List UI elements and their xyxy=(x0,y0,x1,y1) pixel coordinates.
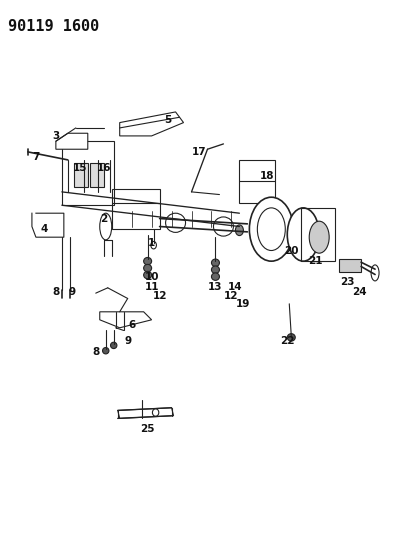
Text: 8: 8 xyxy=(52,287,59,297)
Text: 12: 12 xyxy=(224,292,239,301)
Text: 14: 14 xyxy=(228,282,243,292)
Bar xyxy=(339,259,361,272)
Ellipse shape xyxy=(371,265,379,281)
Text: 13: 13 xyxy=(208,282,223,292)
Text: 11: 11 xyxy=(144,282,159,292)
Text: 17: 17 xyxy=(192,147,207,157)
Text: 22: 22 xyxy=(280,336,294,346)
Text: 12: 12 xyxy=(152,292,167,301)
Ellipse shape xyxy=(249,197,293,261)
Text: 9: 9 xyxy=(68,287,75,297)
Text: 1: 1 xyxy=(148,238,155,247)
Text: 5: 5 xyxy=(164,115,171,125)
Ellipse shape xyxy=(257,208,285,251)
Text: 10: 10 xyxy=(144,272,159,282)
Ellipse shape xyxy=(144,271,152,279)
Ellipse shape xyxy=(166,213,186,232)
Ellipse shape xyxy=(287,208,319,261)
Text: 16: 16 xyxy=(97,163,111,173)
Ellipse shape xyxy=(100,213,112,240)
Ellipse shape xyxy=(213,217,233,236)
Polygon shape xyxy=(120,112,184,136)
Text: 21: 21 xyxy=(308,256,322,266)
Text: 90119 1600: 90119 1600 xyxy=(8,19,99,34)
Text: 4: 4 xyxy=(40,224,47,234)
Text: 7: 7 xyxy=(32,152,40,162)
Ellipse shape xyxy=(287,334,295,341)
Text: 6: 6 xyxy=(128,320,135,330)
Text: 3: 3 xyxy=(52,131,59,141)
Ellipse shape xyxy=(211,259,219,266)
Text: 2: 2 xyxy=(100,214,107,223)
Ellipse shape xyxy=(211,266,219,273)
Polygon shape xyxy=(100,312,152,328)
Text: 8: 8 xyxy=(92,347,99,357)
Text: 9: 9 xyxy=(124,336,131,346)
Bar xyxy=(74,163,88,187)
Text: 24: 24 xyxy=(352,287,366,297)
Ellipse shape xyxy=(152,409,159,416)
Ellipse shape xyxy=(103,348,109,354)
Bar xyxy=(239,160,275,203)
Ellipse shape xyxy=(235,225,243,236)
Bar xyxy=(112,189,160,229)
Text: 23: 23 xyxy=(340,278,354,287)
Ellipse shape xyxy=(309,221,329,253)
Bar xyxy=(62,141,114,205)
Bar xyxy=(301,208,335,261)
Text: 19: 19 xyxy=(236,299,251,309)
Ellipse shape xyxy=(151,241,156,249)
Ellipse shape xyxy=(144,264,152,272)
Text: 18: 18 xyxy=(260,171,275,181)
Text: 25: 25 xyxy=(140,424,155,434)
Polygon shape xyxy=(56,133,88,149)
Ellipse shape xyxy=(144,257,152,265)
Ellipse shape xyxy=(211,273,219,280)
Polygon shape xyxy=(118,408,174,418)
Text: 15: 15 xyxy=(73,163,87,173)
Bar xyxy=(90,163,104,187)
Ellipse shape xyxy=(111,342,117,349)
Text: 20: 20 xyxy=(284,246,298,255)
